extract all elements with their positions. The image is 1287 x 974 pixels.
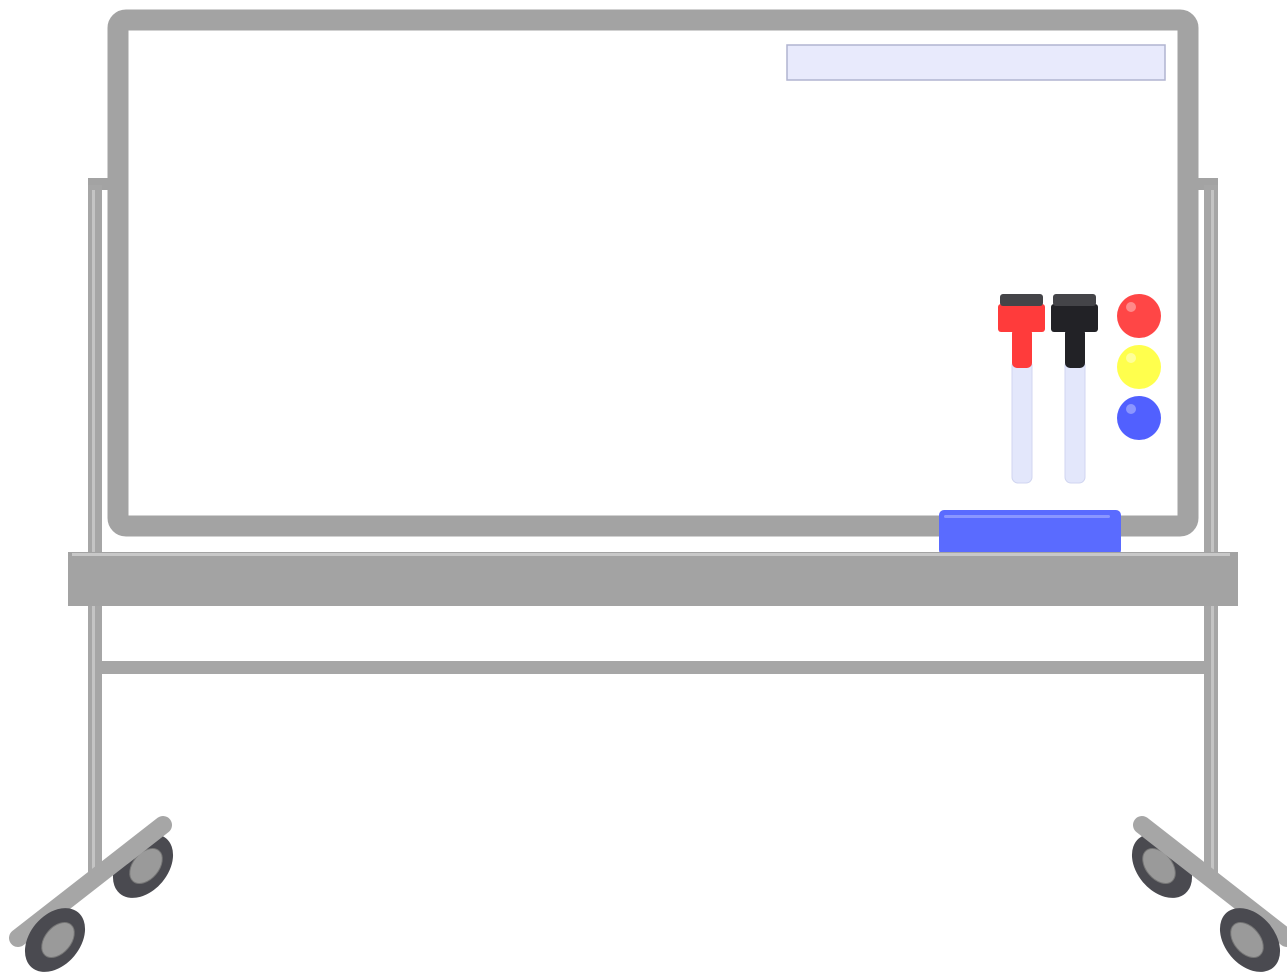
magnet — [1117, 294, 1161, 338]
magnet — [1117, 396, 1161, 440]
wheel-hub — [41, 922, 75, 958]
stand — [88, 178, 1218, 875]
leg-left-highlight — [92, 190, 95, 870]
eraser-body — [939, 510, 1121, 555]
marker-black[interactable] — [1051, 294, 1098, 484]
foot-right — [1131, 816, 1287, 972]
leg-right-highlight — [1211, 190, 1214, 870]
marker-tube — [1064, 359, 1086, 484]
magnet-shine — [1126, 353, 1136, 363]
magnet-yellow[interactable] — [1117, 345, 1161, 389]
magnet — [1117, 345, 1161, 389]
marker-cap — [1051, 304, 1098, 332]
wheel-hub — [1142, 848, 1176, 884]
marker-cap-top — [1053, 294, 1096, 306]
magnet-red[interactable] — [1117, 294, 1161, 338]
marker-red[interactable] — [998, 294, 1045, 484]
marker-neck — [1012, 328, 1032, 368]
magnet-shine — [1126, 302, 1136, 312]
tray-highlight — [72, 553, 1230, 556]
marker-neck — [1065, 328, 1085, 368]
magnet-blue[interactable] — [1117, 396, 1161, 440]
foot-left — [9, 816, 174, 972]
crossbar — [100, 661, 1206, 674]
marker-cap — [998, 304, 1045, 332]
tray — [68, 552, 1238, 606]
board-frame — [107, 9, 1199, 537]
text-field[interactable] — [786, 44, 1166, 81]
marker-cap-top — [1000, 294, 1043, 306]
marker-tube — [1011, 359, 1033, 484]
magnet-shine — [1126, 404, 1136, 414]
wheel-hub — [1230, 922, 1264, 958]
eraser-highlight — [944, 515, 1110, 518]
eraser[interactable] — [939, 510, 1121, 555]
wheel-hub — [129, 848, 163, 884]
